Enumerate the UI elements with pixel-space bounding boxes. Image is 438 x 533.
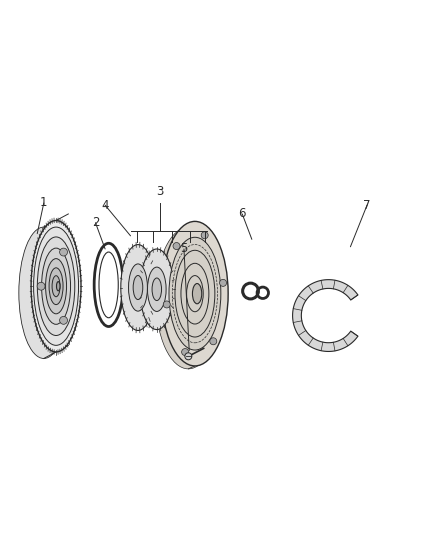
Ellipse shape: [46, 259, 67, 314]
Ellipse shape: [99, 252, 118, 318]
Ellipse shape: [169, 237, 221, 350]
Ellipse shape: [52, 276, 60, 297]
Circle shape: [260, 290, 265, 295]
Ellipse shape: [37, 237, 75, 335]
Ellipse shape: [192, 284, 202, 304]
Ellipse shape: [49, 268, 63, 304]
Text: 2: 2: [92, 216, 99, 229]
Ellipse shape: [37, 282, 45, 290]
Ellipse shape: [173, 243, 180, 249]
Text: 1: 1: [40, 197, 48, 209]
Ellipse shape: [60, 248, 67, 256]
Text: 5: 5: [180, 243, 187, 255]
Ellipse shape: [163, 301, 170, 308]
Text: 6: 6: [238, 207, 246, 221]
Ellipse shape: [148, 267, 166, 311]
Polygon shape: [293, 280, 358, 351]
Text: 3: 3: [156, 184, 163, 198]
Text: 7: 7: [363, 199, 371, 212]
Ellipse shape: [42, 248, 71, 324]
Ellipse shape: [57, 281, 60, 291]
Circle shape: [185, 353, 192, 360]
Ellipse shape: [19, 227, 69, 359]
Ellipse shape: [219, 279, 226, 286]
Ellipse shape: [128, 264, 148, 311]
Ellipse shape: [152, 278, 162, 301]
Ellipse shape: [31, 221, 81, 352]
Ellipse shape: [34, 227, 78, 345]
Ellipse shape: [201, 232, 208, 239]
Ellipse shape: [210, 338, 217, 345]
Ellipse shape: [140, 249, 174, 329]
Circle shape: [246, 287, 255, 295]
Ellipse shape: [133, 276, 143, 300]
Ellipse shape: [60, 317, 67, 324]
Text: 4: 4: [101, 199, 109, 212]
Ellipse shape: [156, 227, 221, 369]
Ellipse shape: [182, 349, 189, 356]
Ellipse shape: [162, 221, 228, 366]
Ellipse shape: [121, 245, 155, 330]
